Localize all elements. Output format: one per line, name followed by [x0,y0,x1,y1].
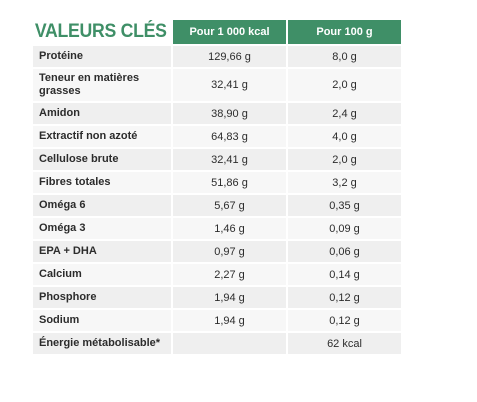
table-title: VALEURS CLÉS [33,20,167,44]
table-row: Phosphore 1,94 g 0,12 g [33,285,401,308]
value-per-1000-kcal: 1,94 g [171,285,286,308]
value-per-100-g: 0,12 g [286,308,401,331]
value-per-1000-kcal: 5,67 g [171,193,286,216]
value-per-1000-kcal: 32,41 g [171,147,286,170]
value-per-100-g: 3,2 g [286,170,401,193]
table-row: Sodium 1,94 g 0,12 g [33,308,401,331]
table-row: Protéine 129,66 g 8,0 g [33,44,401,67]
value-per-100-g: 2,0 g [286,67,401,101]
row-label: Oméga 6 [33,193,171,216]
row-label: Teneur en matières grasses [33,67,171,101]
value-per-100-g: 0,09 g [286,216,401,239]
table-header-row: VALEURS CLÉS Pour 1 000 kcal Pour 100 g [33,20,401,44]
table-row: Fibres totales 51,86 g 3,2 g [33,170,401,193]
row-label: Oméga 3 [33,216,171,239]
value-per-1000-kcal: 2,27 g [171,262,286,285]
table-row: Oméga 3 1,46 g 0,09 g [33,216,401,239]
row-label: EPA + DHA [33,239,171,262]
value-per-100-g: 0,12 g [286,285,401,308]
row-label: Cellulose brute [33,147,171,170]
value-per-100-g: 2,4 g [286,101,401,124]
row-label: Calcium [33,262,171,285]
value-per-1000-kcal: 0,97 g [171,239,286,262]
value-per-100-g: 4,0 g [286,124,401,147]
table-row: Calcium 2,27 g 0,14 g [33,262,401,285]
key-values-table: VALEURS CLÉS Pour 1 000 kcal Pour 100 g … [33,20,401,354]
table-row: Extractif non azoté 64,83 g 4,0 g [33,124,401,147]
table-row: Teneur en matières grasses 32,41 g 2,0 g [33,67,401,101]
table-row: Énergie métabolisable* 62 kcal [33,331,401,354]
value-per-100-g: 0,06 g [286,239,401,262]
value-per-1000-kcal: 129,66 g [171,44,286,67]
row-label: Sodium [33,308,171,331]
row-label: Fibres totales [33,170,171,193]
table-row: EPA + DHA 0,97 g 0,06 g [33,239,401,262]
value-per-100-g: 0,35 g [286,193,401,216]
row-label: Amidon [33,101,171,124]
row-label: Protéine [33,44,171,67]
value-per-100-g: 2,0 g [286,147,401,170]
table-row: Amidon 38,90 g 2,4 g [33,101,401,124]
column-header-per-100-g: Pour 100 g [286,20,401,44]
value-per-1000-kcal: 1,46 g [171,216,286,239]
row-label: Extractif non azoté [33,124,171,147]
value-per-100-g: 0,14 g [286,262,401,285]
value-per-1000-kcal: 51,86 g [171,170,286,193]
row-label: Phosphore [33,285,171,308]
value-per-1000-kcal: 1,94 g [171,308,286,331]
value-per-1000-kcal: 64,83 g [171,124,286,147]
value-per-100-g: 62 kcal [286,331,401,354]
column-header-per-1000-kcal: Pour 1 000 kcal [171,20,286,44]
table-row: Oméga 6 5,67 g 0,35 g [33,193,401,216]
value-per-1000-kcal [171,331,286,354]
value-per-100-g: 8,0 g [286,44,401,67]
row-label: Énergie métabolisable* [33,331,171,354]
table-row: Cellulose brute 32,41 g 2,0 g [33,147,401,170]
value-per-1000-kcal: 38,90 g [171,101,286,124]
value-per-1000-kcal: 32,41 g [171,67,286,101]
